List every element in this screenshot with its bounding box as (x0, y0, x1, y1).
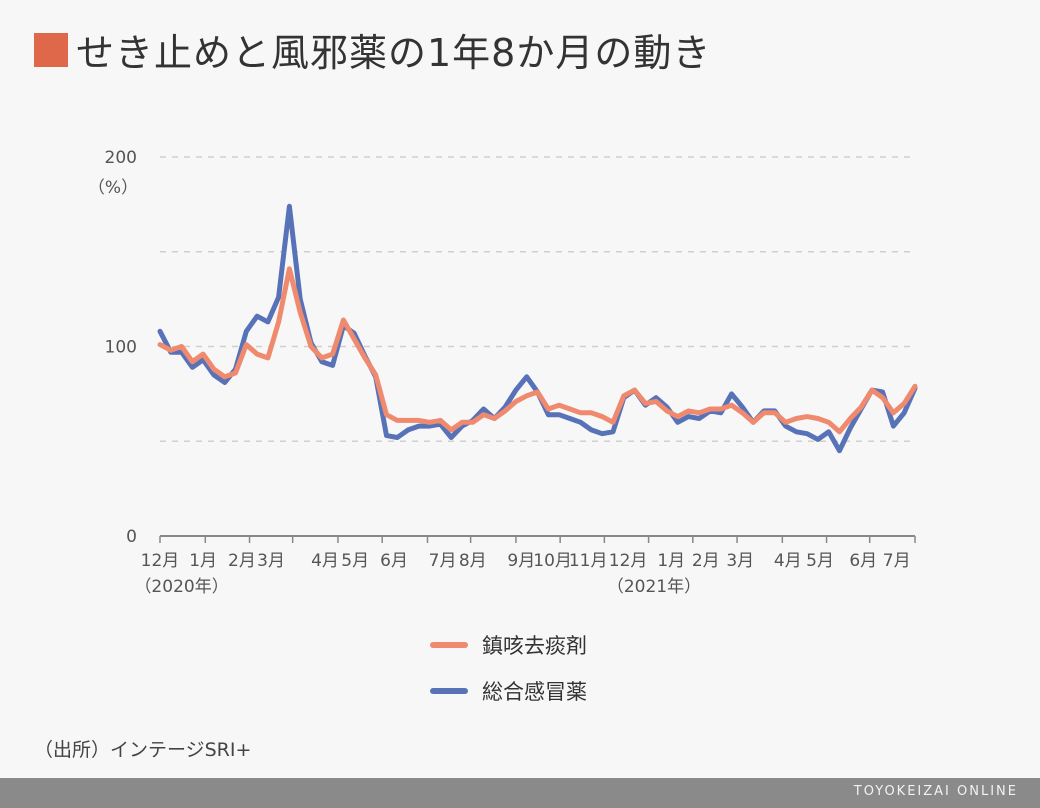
series-line-cold-medicine (157, 203, 918, 454)
source-note: （出所）インテージSRI+ (34, 739, 252, 761)
x-month-label: 11月 (569, 551, 608, 571)
legend-item-cold: 総合感冒薬 (430, 668, 587, 714)
x-month-label: 1月 (657, 551, 685, 571)
x-year-label: （2020年） (134, 577, 228, 597)
x-month-label: 7月 (429, 551, 457, 571)
legend-swatch-cough (430, 642, 468, 648)
legend-swatch-cold (430, 688, 468, 694)
x-month-label: 6月 (849, 551, 877, 571)
x-month-label: 1月 (189, 551, 217, 571)
x-month-label: 2月 (692, 551, 720, 571)
legend-label-cough: 鎮咳去痰剤 (482, 634, 587, 658)
x-month-label: 6月 (380, 551, 408, 571)
y-tick-label: 100 (105, 338, 137, 358)
chart-title: せき止めと風邪薬の1年8か月の動き (76, 31, 712, 75)
x-month-label: 4月 (311, 551, 339, 571)
x-month-label: 8月 (459, 551, 487, 571)
y-tick-label: 200 (105, 148, 137, 168)
x-month-label: 5月 (341, 551, 369, 571)
x-month-label: 12月 (141, 551, 180, 571)
x-month-label: 12月 (609, 551, 648, 571)
chart-title-block: せき止めと風邪薬の1年8か月の動き (34, 22, 711, 77)
title-marker-icon (34, 32, 68, 67)
y-unit-label: （%） (88, 178, 138, 198)
x-month-label: 3月 (257, 551, 285, 571)
x-year-label: （2021年） (607, 577, 701, 597)
x-month-label: 2月 (228, 551, 256, 571)
series-line-cough-medicine (157, 266, 918, 435)
x-month-label: 7月 (883, 551, 911, 571)
legend-label-cold: 総合感冒薬 (482, 680, 587, 704)
x-month-label: 10月 (533, 551, 572, 571)
y-tick-label: 0 (126, 527, 137, 547)
footer-brand: TOYOKEIZAI ONLINE (853, 784, 1018, 799)
x-month-label: 5月 (806, 551, 834, 571)
footer-bar: TOYOKEIZAI ONLINE (0, 778, 1040, 808)
legend: 鎮咳去痰剤 総合感冒薬 (430, 622, 587, 714)
legend-item-cough: 鎮咳去痰剤 (430, 622, 587, 668)
x-month-label: 4月 (774, 551, 802, 571)
x-month-label: 3月 (726, 551, 754, 571)
x-month-label: 9月 (507, 551, 535, 571)
